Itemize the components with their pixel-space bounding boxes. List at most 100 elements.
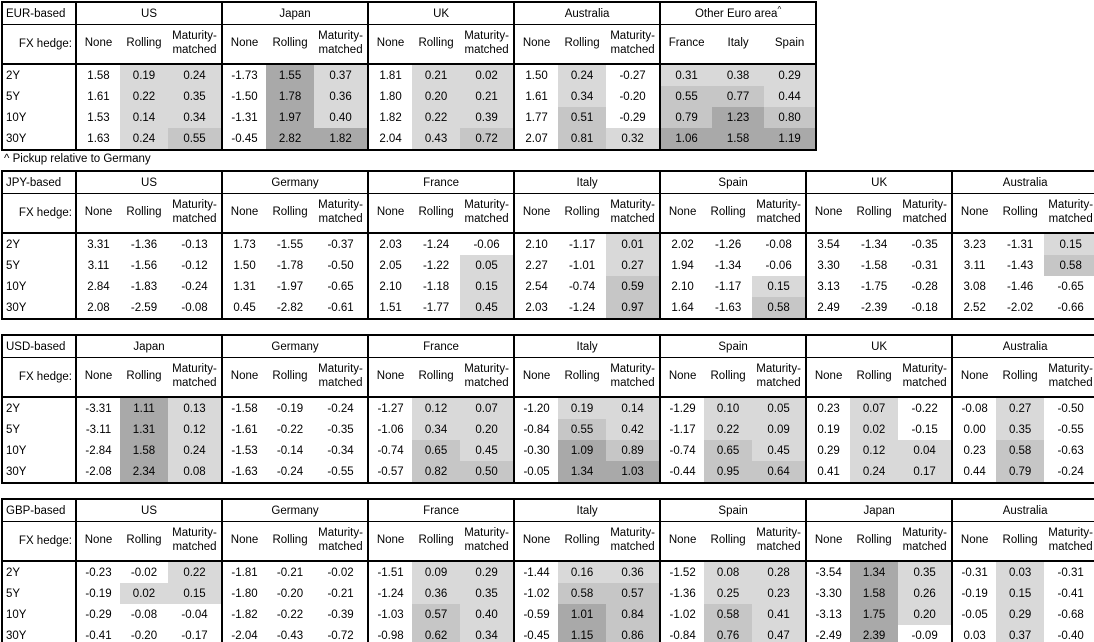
value-cell: -0.29 — [75, 604, 120, 625]
group-header-france: France — [367, 171, 515, 194]
value-cell: -0.84 — [513, 419, 559, 440]
value-cell: 0.26 — [898, 583, 953, 604]
column-header-none: None — [75, 24, 120, 65]
column-header-none: None — [805, 193, 851, 234]
value-cell: 1.31 — [120, 419, 168, 440]
value-cell: -1.52 — [659, 561, 705, 583]
group-header-france: France — [367, 335, 515, 358]
value-cell: 1.94 — [659, 255, 705, 276]
value-cell: -0.08 — [765, 238, 792, 251]
group-header-italy: Italy — [513, 171, 661, 194]
value-cell: 2.54 — [513, 276, 559, 297]
value-cell: 2.03 — [513, 297, 559, 319]
value-cell: 0.03 — [951, 625, 997, 642]
value-cell: 0.31 — [659, 64, 713, 86]
column-header-none: None — [805, 357, 851, 398]
value-cell: 0.01 — [606, 233, 661, 255]
value-cell: 2.05 — [367, 255, 413, 276]
value-cell: 3.11 — [951, 255, 997, 276]
value-cell: 0.65 — [704, 440, 753, 461]
column-header-rolling: Rolling — [120, 521, 168, 562]
value-cell: -0.30 — [513, 440, 559, 461]
value-cell: 0.08 — [168, 461, 223, 483]
value-cell: -1.53 — [221, 440, 267, 461]
value-cell: -1.51 — [367, 561, 413, 583]
column-header-rolling: Rolling — [412, 193, 461, 234]
value-cell: 1.11 — [120, 397, 168, 419]
column-header-rolling: Rolling — [266, 357, 315, 398]
value-cell: -1.56 — [130, 259, 158, 272]
column-header-maturity-matched: Maturity-matched — [752, 193, 807, 234]
gbp-based-table: GBP-based US Germany France Italy Spain Japan A… — [1, 498, 1094, 642]
value-cell: 1.55 — [266, 64, 315, 86]
column-header-rolling: Rolling — [266, 193, 315, 234]
value-cell: -1.20 — [513, 397, 559, 419]
column-header-none: None — [367, 357, 413, 398]
value-cell: -0.34 — [327, 444, 354, 457]
value-cell: 0.47 — [752, 625, 807, 642]
value-cell: 0.59 — [606, 276, 661, 297]
column-header-maturity-matched: Maturity-matched — [168, 357, 223, 398]
value-cell: -1.75 — [861, 280, 888, 293]
value-cell: -0.50 — [1057, 402, 1084, 415]
value-cell: 0.22 — [120, 86, 168, 107]
value-cell: 0.80 — [764, 107, 817, 128]
value-cell: 1.64 — [659, 297, 705, 319]
value-cell: -0.05 — [951, 604, 997, 625]
value-cell: 0.51 — [558, 107, 607, 128]
value-cell: -2.04 — [221, 625, 267, 642]
value-cell: -0.65 — [327, 280, 354, 293]
value-cell: -0.35 — [911, 238, 938, 251]
group-header-germany: Germany — [221, 499, 369, 522]
group-header-uk: UK — [805, 171, 953, 194]
column-header-maturity-matched: Maturity-matched — [168, 521, 223, 562]
value-cell: -0.24 — [1057, 465, 1084, 478]
value-cell: -0.06 — [765, 259, 792, 272]
value-cell: 0.29 — [764, 64, 817, 86]
value-cell: 0.29 — [460, 561, 515, 583]
value-cell: 1.53 — [75, 107, 120, 128]
value-cell: -1.55 — [276, 238, 304, 251]
column-header-none: None — [221, 521, 267, 562]
group-header-italy: Italy — [513, 335, 661, 358]
value-cell: -0.20 — [276, 587, 304, 600]
value-cell: 0.22 — [168, 561, 223, 583]
value-cell: -0.41 — [1057, 587, 1084, 600]
value-cell: 1.09 — [558, 440, 607, 461]
column-header-none: None — [513, 357, 559, 398]
column-header-maturity-matched: Maturity-matched — [752, 357, 807, 398]
column-header-rolling: Rolling — [558, 193, 607, 234]
value-cell: -0.72 — [327, 629, 354, 642]
value-cell: -1.73 — [221, 64, 267, 86]
value-cell: -0.04 — [181, 608, 208, 621]
group-header-germany: Germany — [221, 171, 369, 194]
value-cell: -1.17 — [659, 419, 705, 440]
value-cell: 2.03 — [367, 233, 413, 255]
column-header-maturity-matched: Maturity-matched — [606, 193, 661, 234]
column-header-maturity-matched: Maturity-matched — [898, 193, 953, 234]
value-cell: 1.58 — [75, 64, 120, 86]
column-header-none: None — [659, 357, 705, 398]
column-header-italy: Italy — [712, 24, 765, 65]
value-cell: 0.79 — [996, 461, 1045, 483]
value-cell: 1.61 — [75, 86, 120, 107]
value-cell: -2.82 — [276, 301, 304, 314]
column-header-none: None — [513, 521, 559, 562]
value-cell: 0.19 — [558, 397, 607, 419]
column-header-none: None — [221, 357, 267, 398]
tenor-label-2y: 2Y — [2, 233, 77, 255]
value-cell: 0.23 — [752, 583, 807, 604]
value-cell: -0.27 — [619, 69, 646, 82]
column-header-rolling: Rolling — [412, 24, 461, 65]
value-cell: 0.15 — [996, 583, 1045, 604]
value-cell: -1.17 — [568, 238, 596, 251]
value-cell: 0.02 — [460, 64, 515, 86]
value-cell: -0.19 — [276, 402, 304, 415]
column-header-rolling: Rolling — [120, 357, 168, 398]
column-header-maturity-matched: Maturity-matched — [314, 521, 369, 562]
value-cell: -0.15 — [911, 423, 938, 436]
value-cell: 0.24 — [168, 64, 223, 86]
value-cell: -0.06 — [473, 238, 500, 251]
value-cell: -0.24 — [327, 402, 354, 415]
